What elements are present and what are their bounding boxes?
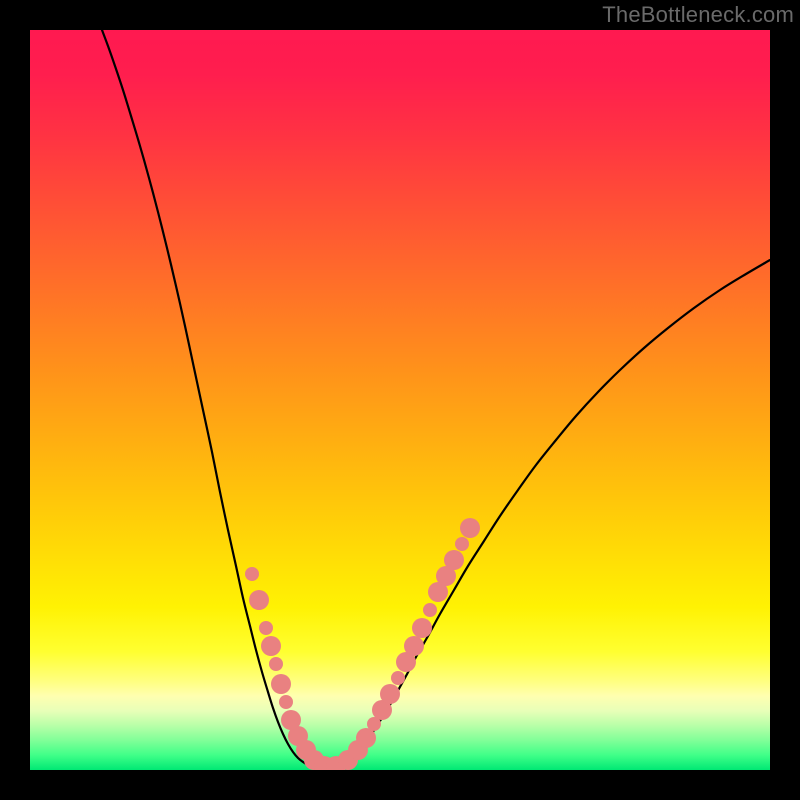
data-dot	[412, 618, 432, 638]
data-dot	[460, 518, 480, 538]
data-dot	[455, 537, 469, 551]
data-dot	[444, 550, 464, 570]
bottleneck-chart	[30, 30, 770, 770]
watermark-text: TheBottleneck.com	[602, 2, 794, 27]
data-dot	[356, 728, 376, 748]
data-dot	[404, 636, 424, 656]
data-dot	[261, 636, 281, 656]
data-dot	[245, 567, 259, 581]
data-dot	[380, 684, 400, 704]
data-dot	[269, 657, 283, 671]
data-dot	[423, 603, 437, 617]
watermark: TheBottleneck.com	[602, 2, 794, 28]
data-dot	[279, 695, 293, 709]
data-dot	[259, 621, 273, 635]
plot-area	[30, 30, 770, 770]
data-dot	[391, 671, 405, 685]
data-dot	[249, 590, 269, 610]
data-dot	[271, 674, 291, 694]
